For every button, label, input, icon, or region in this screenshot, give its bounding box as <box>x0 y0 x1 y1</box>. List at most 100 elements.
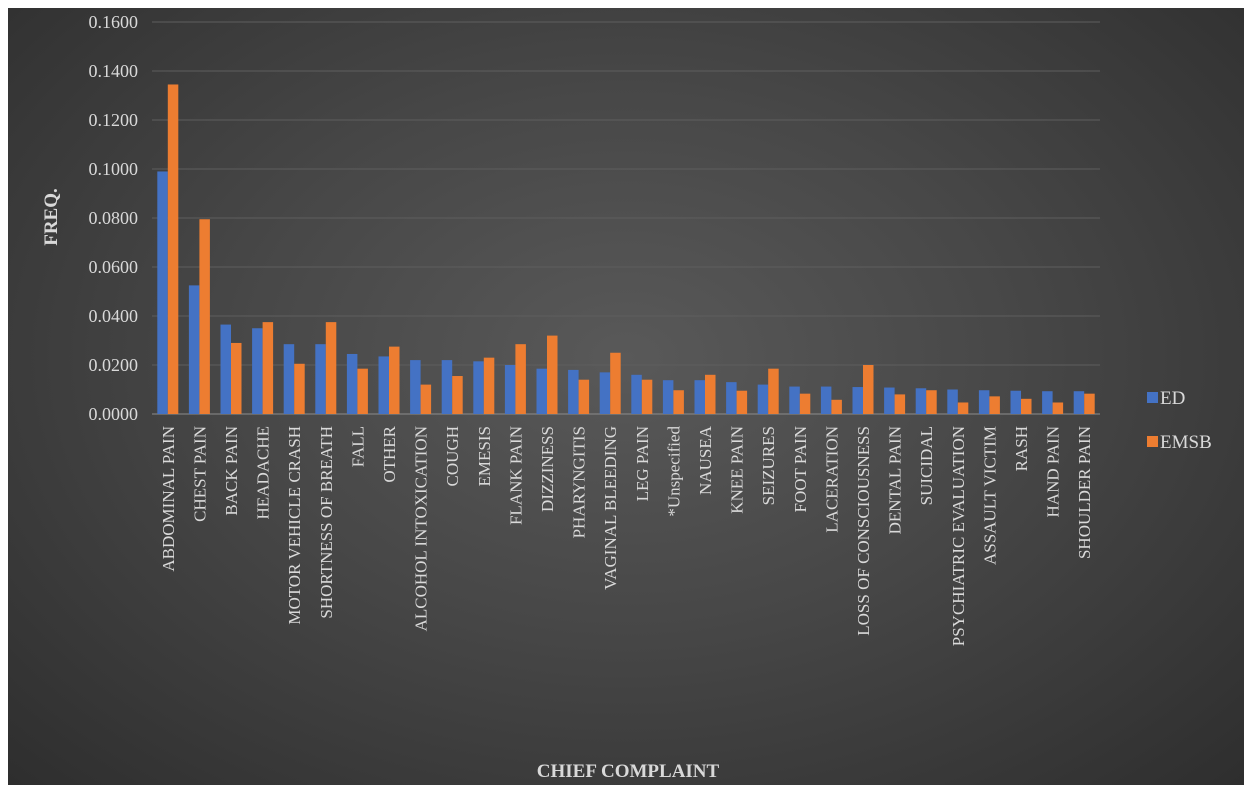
legend-label-emsb: EMSB <box>1160 432 1212 453</box>
x-category-label: HAND PAIN <box>1044 426 1063 517</box>
bar-emsb <box>705 374 716 414</box>
x-category-label: OTHER <box>380 425 399 482</box>
bar-emsb <box>1052 402 1064 414</box>
bar-ed <box>1073 391 1085 414</box>
bar-emsb <box>199 219 210 414</box>
y-tick-label: 0.1200 <box>89 110 139 130</box>
bar-emsb <box>167 84 179 414</box>
x-category-label: RASH <box>1012 426 1031 471</box>
legend: ED EMSB <box>1147 388 1212 453</box>
bar-emsb <box>389 346 400 414</box>
legend-swatch-emsb <box>1147 436 1158 447</box>
bar-ed <box>283 344 295 414</box>
bar-ed <box>694 380 705 414</box>
x-category-label: LACERATION <box>822 426 841 533</box>
x-category-label: KNEE PAIN <box>728 426 747 514</box>
bar-emsb <box>294 363 305 414</box>
bar-emsb <box>578 379 590 414</box>
x-category-label: LOSS OF CONSCIOUSNESS <box>854 426 873 636</box>
bar-emsb <box>799 393 811 414</box>
bar-emsb <box>610 352 621 414</box>
bar-ed <box>473 361 484 414</box>
x-axis-category-labels: ABDOMINAL PAIN CHEST PAIN BACK PAIN HEADACH… <box>159 425 1094 646</box>
bar-ed <box>504 365 516 414</box>
y-tick-label: 0.1000 <box>89 159 139 179</box>
bar-emsb <box>1021 398 1032 414</box>
bar-emsb <box>736 390 748 414</box>
legend-swatch-ed <box>1147 392 1158 403</box>
x-category-label: FOOT PAIN <box>791 426 810 512</box>
x-category-label: CHEST PAIN <box>190 426 209 522</box>
y-tick-label: 0.0400 <box>89 306 139 326</box>
legend-label-ed: ED <box>1160 388 1185 409</box>
gridlines <box>152 21 1100 415</box>
bar-ed <box>536 368 547 414</box>
y-axis-ticks: 0.0000 0.0200 0.0400 0.0600 0.0800 0.1000 0.12… <box>89 12 139 424</box>
bar-ed <box>568 369 579 414</box>
x-category-label: FLANK PAIN <box>506 426 525 525</box>
x-category-label: VAGINAL BLEEDING <box>601 426 620 590</box>
y-tick-label: 0.1400 <box>89 61 139 81</box>
bar-emsb <box>831 399 842 414</box>
bar-emsb <box>894 394 906 414</box>
x-category-label: SHOULDER PAIN <box>1075 426 1094 559</box>
bar-emsb <box>325 322 337 414</box>
x-category-label: NAUSEA <box>696 425 715 495</box>
y-tick-label: 0.0800 <box>89 208 139 228</box>
bar-emsb <box>957 402 969 414</box>
bar-emsb <box>231 342 242 414</box>
bar-ed <box>726 382 737 414</box>
bar-emsb <box>641 379 653 414</box>
bar-emsb <box>357 368 368 414</box>
bar-emsb <box>420 384 432 414</box>
bar-ed <box>757 384 769 414</box>
x-category-label: DENTAL PAIN <box>886 426 905 534</box>
bar-ed <box>410 360 421 414</box>
y-tick-label: 0.0200 <box>89 355 139 375</box>
bar-ed <box>947 389 958 414</box>
x-category-label: MOTOR VEHICLE CRASH <box>285 426 304 625</box>
bar-emsb <box>1084 393 1095 414</box>
bar-ed <box>662 380 674 414</box>
x-category-label: *Unspecified <box>664 426 683 517</box>
y-axis-title: FREQ. <box>41 188 62 246</box>
bar-ed <box>599 372 611 414</box>
x-category-label: COUGH <box>443 426 462 486</box>
bar-emsb <box>483 357 495 414</box>
x-category-label: SEIZURES <box>759 426 778 505</box>
bar-ed <box>915 388 927 414</box>
bar-emsb <box>515 344 526 414</box>
x-category-label: PSYCHIATRIC EVALUATION <box>949 426 968 646</box>
bar-ed <box>789 386 800 414</box>
bar-ed <box>315 344 326 414</box>
bar-ed <box>346 353 358 414</box>
chart-area <box>8 8 1244 785</box>
bar-emsb <box>452 376 463 414</box>
x-category-label: EMESIS <box>475 426 494 486</box>
x-category-label: DIZZINESS <box>538 426 557 512</box>
bar-emsb <box>989 396 1000 414</box>
bar-ed <box>1042 391 1053 414</box>
bar-ed <box>220 324 231 414</box>
y-tick-label: 0.0000 <box>89 404 139 424</box>
x-category-label: SUICIDAL <box>917 426 936 505</box>
bars <box>157 84 1095 414</box>
x-category-label: ASSAULT VICTIM <box>980 426 999 565</box>
bar-emsb <box>547 335 558 414</box>
bar-ed <box>188 285 200 414</box>
bar-ed <box>441 360 453 414</box>
bar-ed <box>978 390 990 414</box>
y-tick-label: 0.0600 <box>89 257 139 277</box>
x-category-label: ALCOHOL INTOXICATION <box>412 426 431 631</box>
bar-emsb <box>673 390 684 414</box>
bar-emsb <box>863 365 874 414</box>
x-category-label: FALL <box>348 426 367 467</box>
x-category-label: LEG PAIN <box>633 426 652 501</box>
bar-ed <box>852 387 863 414</box>
bar-ed <box>631 374 642 414</box>
bar-emsb <box>262 322 274 414</box>
bar-emsb <box>926 390 937 414</box>
bar-ed <box>252 328 263 414</box>
bar-ed <box>157 171 168 414</box>
